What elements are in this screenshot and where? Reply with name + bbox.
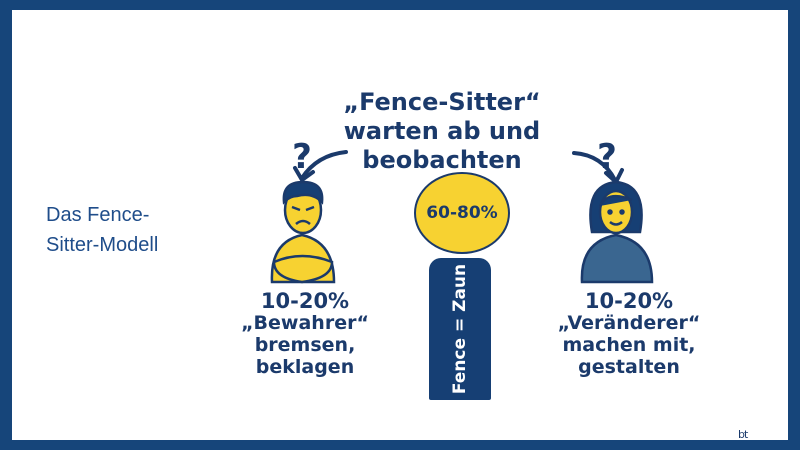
question-mark-icon: ? (597, 137, 617, 177)
logo: bt (738, 428, 748, 441)
smiling-woman-icon (580, 180, 654, 284)
slide-title: Das Fence- Sitter-Modell (46, 204, 159, 256)
center-percent-circle: 60-80% (414, 172, 510, 254)
decorations: ? ? (270, 137, 654, 284)
left-group-label: 10-20% „Bewahrer“ bremsen, beklagen (241, 289, 369, 378)
right-group-label: 10-20% „Veränderer“ machen mit, gestalte… (557, 289, 701, 378)
question-mark-icon: ? (292, 137, 312, 177)
angry-man-icon (270, 180, 336, 284)
slide: Das Fence- Sitter-Modell „Fence-Sitter“ … (12, 10, 788, 441)
curved-arrow-icon (293, 150, 348, 183)
fence-post: Fence = Zaun (429, 258, 491, 400)
headline: „Fence-Sitter“ warten ab und beobachten (343, 88, 541, 174)
